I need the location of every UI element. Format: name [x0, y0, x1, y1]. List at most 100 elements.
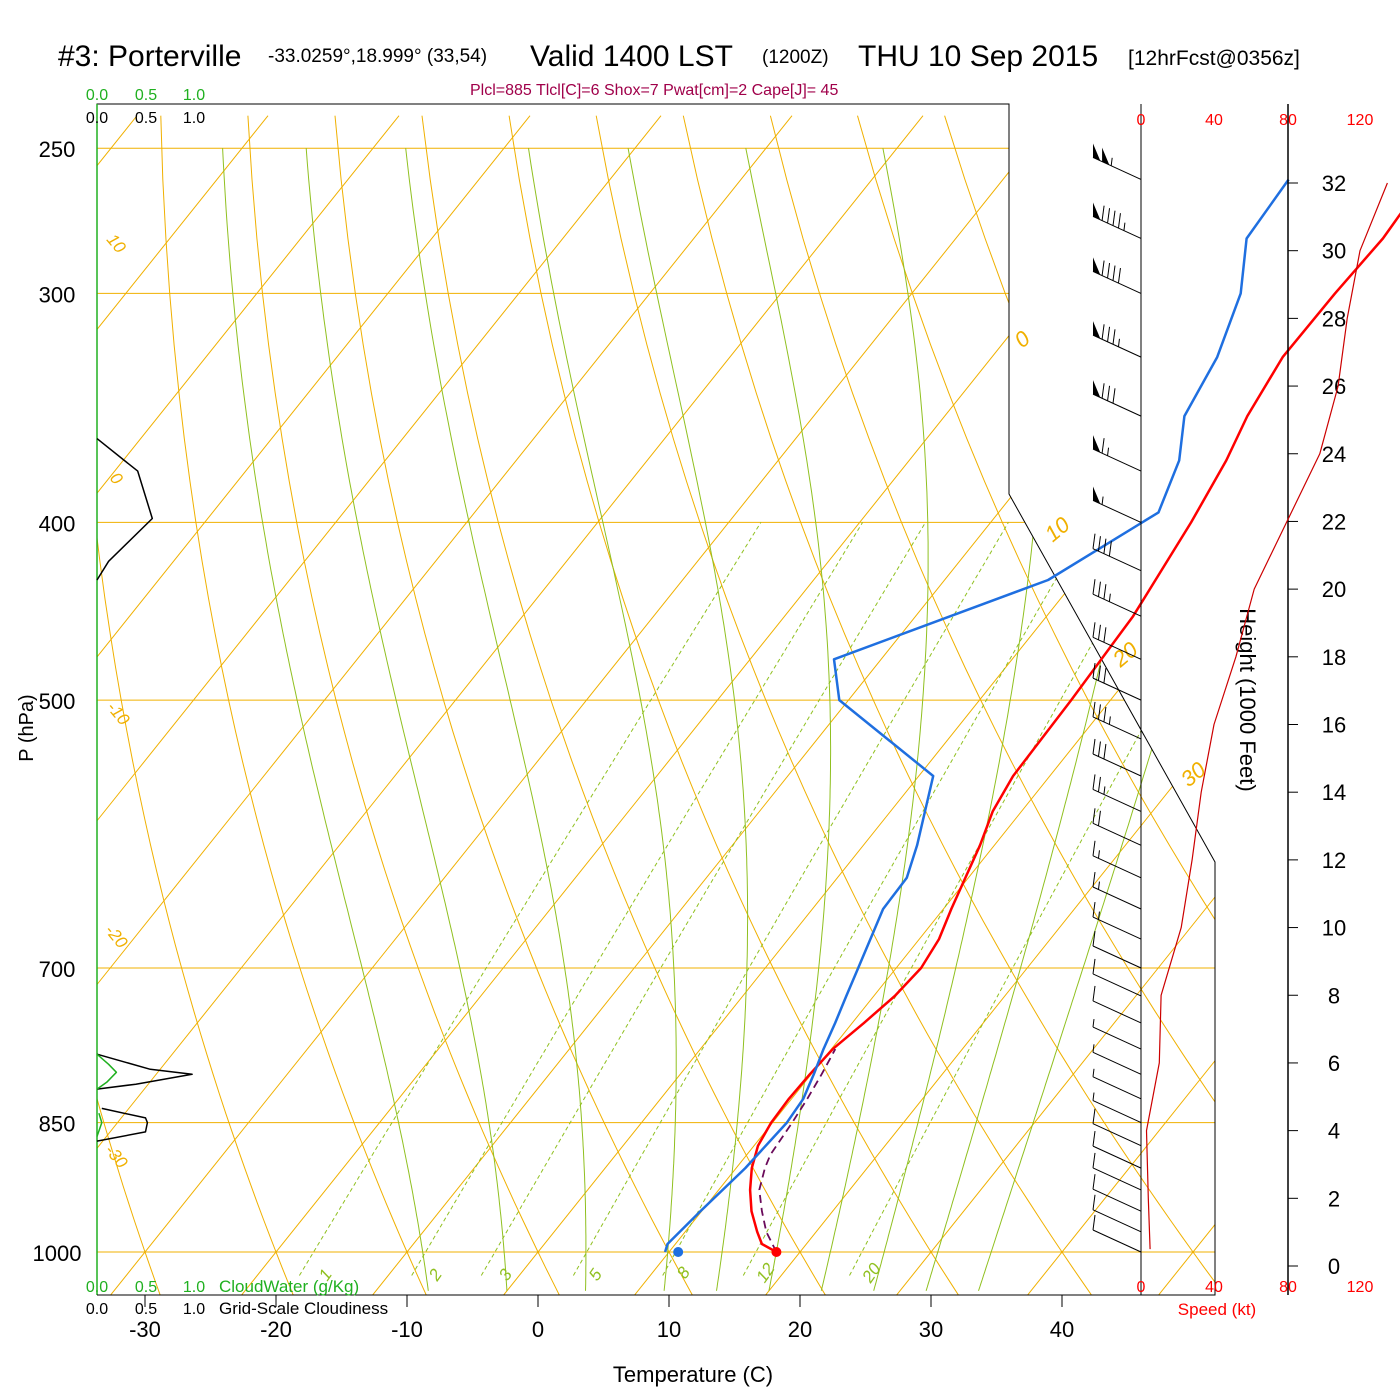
- cloudiness-scale: 1.0: [183, 110, 205, 127]
- cloud-water-scale: 0.0: [86, 87, 108, 104]
- height-tick-label: 6: [1328, 1051, 1340, 1076]
- height-tick-label: 16: [1322, 713, 1346, 738]
- cloud-water-scale: 0.5: [135, 87, 157, 104]
- moist-adiabat-line: [528, 148, 677, 1291]
- wind-barb: [1092, 486, 1142, 523]
- wind-speed-curve: [1145, 182, 1388, 1250]
- speed-axis-label: Speed (kt): [1178, 1300, 1256, 1319]
- wind-barb: [1092, 1214, 1142, 1253]
- dry-adiabat-label: -20: [101, 921, 132, 952]
- dry-adiabat-line: [421, 115, 846, 1295]
- isotherm-line: [1131, 115, 1215, 1295]
- wind-barb: [1092, 1174, 1142, 1212]
- isotherm-line: [97, 115, 662, 1295]
- wind-barb: [1092, 930, 1142, 969]
- zulu-time: (1200Z): [762, 47, 829, 68]
- diagram-lines: [0, 115, 1215, 1328]
- cloudiness-profile: [96, 1053, 193, 1090]
- station-coords: -33.0259°,18.999° (33,54): [268, 46, 488, 67]
- y-axis-label: P (hPa): [16, 694, 38, 761]
- mixing-ratio-line: [849, 522, 1215, 1276]
- moist-adiabat-line: [978, 148, 1215, 1291]
- wind-barb: [1092, 701, 1142, 740]
- wind-barb: [1092, 321, 1142, 358]
- dry-adiabat-label: 0: [106, 469, 127, 489]
- x-axis-label: Temperature (C): [613, 1362, 773, 1387]
- temp-tick-label: 40: [1050, 1317, 1074, 1342]
- parcel-trace: [758, 1048, 837, 1253]
- temp-tick-label: 20: [788, 1317, 812, 1342]
- cloud-water-profile: [96, 1053, 118, 1090]
- wind-barb: [1092, 1194, 1142, 1233]
- cloudiness-profile: [96, 1107, 149, 1142]
- forecast-label: [12hrFcst@0356z]: [1128, 47, 1300, 70]
- height-tick-label: 0: [1328, 1254, 1340, 1279]
- speed-tick-label: 40: [1205, 112, 1223, 129]
- height-tick-label: 2: [1328, 1186, 1340, 1211]
- cloudiness-legend: Grid-Scale Cloudiness: [219, 1299, 388, 1318]
- wind-barb: [1092, 143, 1142, 180]
- height-tick-label: 10: [1322, 916, 1346, 941]
- dewpoint-trace: [663, 178, 1290, 1253]
- pressure-tick-label: 300: [39, 282, 76, 307]
- isotherm-line: [97, 115, 531, 1295]
- pressure-tick-label: 250: [39, 137, 76, 162]
- height-tick-label: 18: [1322, 645, 1346, 670]
- height-axis-label: Height (1000 Feet): [1235, 608, 1260, 791]
- cloudiness-scale: 0.5: [135, 110, 157, 127]
- isotherm-line: [97, 115, 793, 1295]
- wind-barb: [1092, 579, 1142, 617]
- wind-barb: [1092, 435, 1142, 472]
- wind-barb: [1092, 871, 1142, 910]
- mixing-ratio-label: 2: [424, 1265, 446, 1285]
- pressure-tick-label: 700: [39, 957, 76, 982]
- moist-adiabat-line: [405, 148, 587, 1291]
- station-title: #3: Porterville: [58, 40, 242, 73]
- height-tick-label: 14: [1322, 780, 1346, 805]
- wind-barb: [1092, 958, 1142, 997]
- isotherm-line: [869, 115, 1215, 1295]
- title-row: #3: Porterville -33.0259°,18.999° (33,54…: [0, 0, 1400, 90]
- wind-barb: [1092, 1018, 1142, 1050]
- temp-tick-label: -10: [391, 1317, 423, 1342]
- isotherm-label: 10: [1040, 511, 1075, 546]
- surface-temperature-point: [771, 1247, 782, 1257]
- mixing-ratio-line: [662, 522, 1090, 1276]
- temp-tick-label: 10: [657, 1317, 681, 1342]
- dry-adiabat-line: [334, 115, 712, 1295]
- wind-barb: [1092, 663, 1142, 701]
- mixing-ratio-line: [742, 522, 1162, 1276]
- dry-adiabat-line: [857, 115, 1215, 1295]
- dry-adiabat-line: [97, 115, 308, 1295]
- wind-barb: [1092, 985, 1142, 1024]
- moist-adiabat-line: [745, 148, 832, 1291]
- speed-tick-label: 0: [1137, 112, 1146, 129]
- cloud-water-scale: 1.0: [183, 1279, 205, 1296]
- mixing-ratio-label: 8: [673, 1263, 694, 1282]
- dry-adiabat-line: [160, 115, 443, 1295]
- cloudiness-scale: 0.0: [86, 110, 108, 127]
- isotherm-line: [97, 115, 924, 1295]
- pressure-tick-label: 400: [39, 511, 76, 536]
- dry-adiabat-line: [682, 115, 1215, 1295]
- wind-barb: [1092, 901, 1142, 940]
- cloudiness-scale: 1.0: [183, 1301, 205, 1318]
- isotherm-line: [476, 115, 1215, 1295]
- wind-barb: [1092, 1068, 1142, 1100]
- valid-time: Valid 1400 LST: [530, 40, 733, 73]
- wind-barb: [1092, 1092, 1142, 1124]
- height-tick-label: 20: [1322, 577, 1346, 602]
- mixing-ratio-line: [298, 522, 762, 1276]
- moist-adiabat-line: [627, 148, 749, 1291]
- isotherm-line: [97, 115, 400, 1295]
- mixing-ratio-line: [480, 522, 926, 1276]
- stability-indices: Plcl=885 Tlcl[C]=6 Shox=7 Pwat[cm]=2 Cap…: [470, 82, 839, 99]
- wind-barb: [1092, 533, 1142, 572]
- speed-tick-label: 0: [1137, 1279, 1146, 1296]
- wind-speed-panel: [1145, 182, 1388, 1250]
- wind-barb: [1092, 840, 1142, 879]
- dry-adiabat-label: -10: [103, 698, 134, 729]
- isotherm-line: [0, 116, 6, 1328]
- dry-adiabat-line: [595, 115, 1116, 1295]
- valid-date: THU 10 Sep 2015: [858, 40, 1099, 73]
